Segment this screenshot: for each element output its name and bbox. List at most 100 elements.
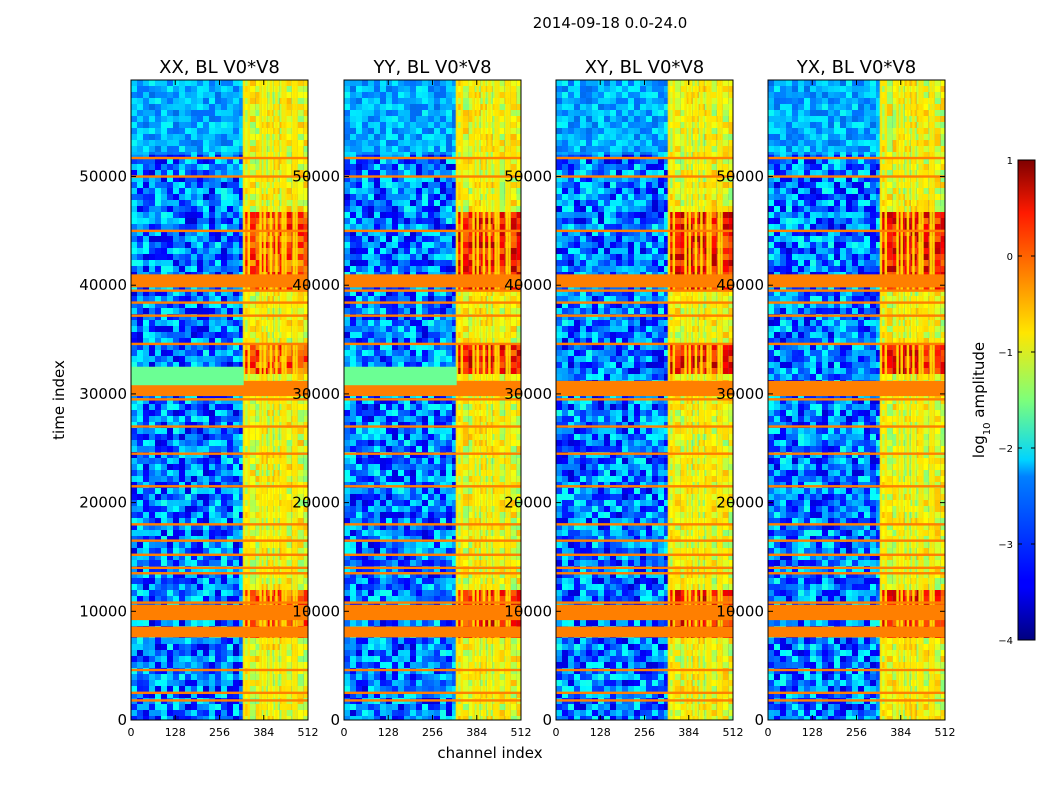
noise-cell bbox=[161, 596, 167, 602]
noise-cell bbox=[215, 248, 221, 254]
noise-cell bbox=[161, 344, 167, 350]
noise-cell bbox=[362, 134, 368, 140]
noise-cell bbox=[209, 290, 215, 296]
noise-cell bbox=[209, 434, 215, 440]
rfi-cell bbox=[297, 434, 304, 440]
noise-cell bbox=[167, 524, 173, 530]
rfi-cell bbox=[249, 704, 256, 710]
noise-cell bbox=[233, 344, 239, 350]
rfi-cell bbox=[255, 404, 262, 410]
noise-cell bbox=[167, 290, 173, 296]
noise-cell bbox=[173, 482, 179, 488]
noise-cell bbox=[203, 338, 209, 344]
rfi-cell bbox=[255, 650, 262, 656]
noise-cell bbox=[149, 332, 155, 338]
noise-cell bbox=[155, 716, 161, 720]
noise-cell bbox=[161, 290, 167, 296]
rfi-cell bbox=[285, 416, 292, 422]
noise-cell bbox=[209, 704, 215, 710]
rfi-cell bbox=[249, 536, 256, 542]
rfi-cell bbox=[285, 572, 292, 578]
noise-cell bbox=[239, 86, 245, 92]
noise-cell bbox=[131, 620, 137, 626]
noise-cell bbox=[185, 488, 191, 494]
noise-cell bbox=[179, 440, 185, 446]
rfi-cell bbox=[255, 452, 262, 458]
noise-cell bbox=[155, 314, 161, 320]
rfi-cell bbox=[249, 662, 256, 668]
rfi-cell bbox=[243, 338, 250, 344]
rfi-cell bbox=[249, 518, 256, 524]
noise-cell bbox=[422, 122, 428, 128]
noise-cell bbox=[209, 320, 215, 326]
noise-cell bbox=[221, 230, 227, 236]
noise-cell bbox=[197, 356, 203, 362]
noise-cell bbox=[446, 104, 452, 110]
noise-cell bbox=[191, 560, 197, 566]
noise-cell bbox=[131, 470, 137, 476]
noise-cell bbox=[131, 182, 137, 188]
noise-cell bbox=[398, 140, 404, 146]
noise-cell bbox=[137, 248, 143, 254]
noise-cell bbox=[197, 440, 203, 446]
noise-cell bbox=[239, 200, 245, 206]
rfi-cell bbox=[285, 146, 292, 152]
rfi-cell bbox=[249, 398, 256, 404]
noise-cell bbox=[227, 338, 233, 344]
noise-cell bbox=[179, 398, 185, 404]
rfi-cell bbox=[255, 206, 262, 212]
noise-cell bbox=[203, 326, 209, 332]
noise-cell bbox=[191, 548, 197, 554]
rfi-cell bbox=[255, 290, 262, 296]
noise-cell bbox=[197, 554, 203, 560]
rfi-cell bbox=[285, 242, 292, 248]
noise-cell bbox=[191, 440, 197, 446]
noise-cell bbox=[203, 464, 209, 470]
noise-cell bbox=[209, 578, 215, 584]
noise-cell bbox=[179, 224, 185, 230]
noise-cell bbox=[149, 212, 155, 218]
noise-cell bbox=[137, 530, 143, 536]
noise-cell bbox=[131, 458, 137, 464]
noise-cell bbox=[197, 152, 203, 158]
rfi-cell bbox=[255, 686, 262, 692]
noise-cell bbox=[203, 290, 209, 296]
rfi-cell bbox=[297, 248, 304, 254]
noise-cell bbox=[173, 680, 179, 686]
noise-cell bbox=[215, 104, 221, 110]
noise-cell bbox=[221, 194, 227, 200]
noise-cell bbox=[155, 692, 161, 698]
noise-cell bbox=[173, 230, 179, 236]
noise-cell bbox=[221, 398, 227, 404]
rfi-cell bbox=[285, 704, 292, 710]
flagged-row bbox=[131, 699, 308, 702]
noise-cell bbox=[398, 164, 404, 170]
rfi-cell bbox=[243, 506, 250, 512]
rfi-cell bbox=[297, 644, 304, 650]
noise-cell bbox=[233, 470, 239, 476]
x-tick-label: 512 bbox=[298, 726, 319, 739]
noise-cell bbox=[209, 692, 215, 698]
rfi-cell bbox=[249, 686, 256, 692]
noise-cell bbox=[380, 182, 386, 188]
noise-cell bbox=[215, 440, 221, 446]
rfi-cell bbox=[285, 476, 292, 482]
noise-cell bbox=[368, 164, 374, 170]
rfi-cell bbox=[255, 542, 262, 548]
rfi-cell bbox=[243, 302, 250, 308]
noise-cell bbox=[446, 110, 452, 116]
noise-cell bbox=[137, 596, 143, 602]
noise-cell bbox=[137, 242, 143, 248]
noise-cell bbox=[203, 134, 209, 140]
rfi-cell bbox=[243, 350, 250, 356]
noise-cell bbox=[149, 356, 155, 362]
rfi-cell bbox=[249, 290, 256, 296]
panels: XX, BL V0*V80 128 256 384 512010000200003000… bbox=[79, 57, 955, 739]
noise-cell bbox=[410, 86, 416, 92]
noise-cell bbox=[344, 176, 350, 182]
rfi-cell bbox=[249, 440, 256, 446]
noise-cell bbox=[185, 656, 191, 662]
noise-cell bbox=[209, 104, 215, 110]
noise-cell bbox=[227, 332, 233, 338]
noise-cell bbox=[131, 110, 137, 116]
